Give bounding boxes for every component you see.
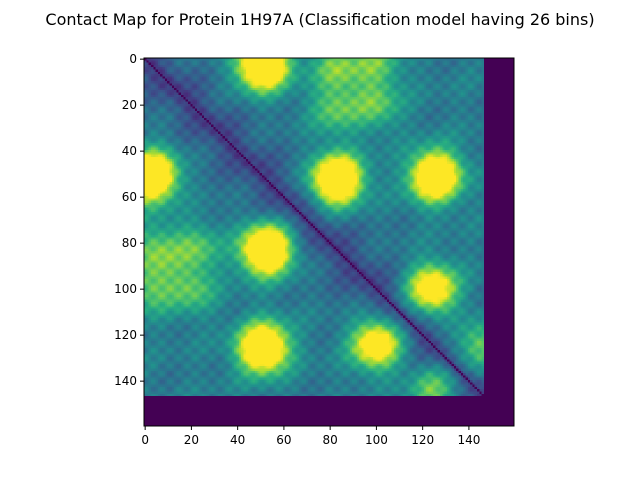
- y-tick-label: 80: [122, 236, 137, 250]
- y-tick-label: 140: [114, 374, 137, 388]
- plot-frame: [143, 57, 515, 427]
- y-tick-label: 60: [122, 190, 137, 204]
- x-tick-label: 60: [276, 433, 291, 447]
- y-tick-label: 120: [114, 328, 137, 342]
- y-tick-label: 40: [122, 144, 137, 158]
- y-tick-label: 0: [129, 52, 137, 66]
- x-tick-label: 140: [457, 433, 480, 447]
- x-tick-label: 120: [411, 433, 434, 447]
- y-tick-label: 100: [114, 282, 137, 296]
- plot-area: [143, 57, 515, 427]
- y-axis: 0 20 40 60 80 100 120 140: [114, 52, 144, 388]
- x-tick-label: 40: [230, 433, 245, 447]
- x-tick-label: 100: [365, 433, 388, 447]
- chart-title: Contact Map for Protein 1H97A (Classific…: [45, 10, 594, 29]
- heatmap-image: [144, 58, 514, 426]
- x-tick-label: 20: [184, 433, 199, 447]
- x-axis: 0 20 40 60 80 100 120 140: [141, 426, 480, 447]
- x-tick-label: 80: [323, 433, 338, 447]
- x-tick-label: 0: [141, 433, 149, 447]
- y-tick-label: 20: [122, 98, 137, 112]
